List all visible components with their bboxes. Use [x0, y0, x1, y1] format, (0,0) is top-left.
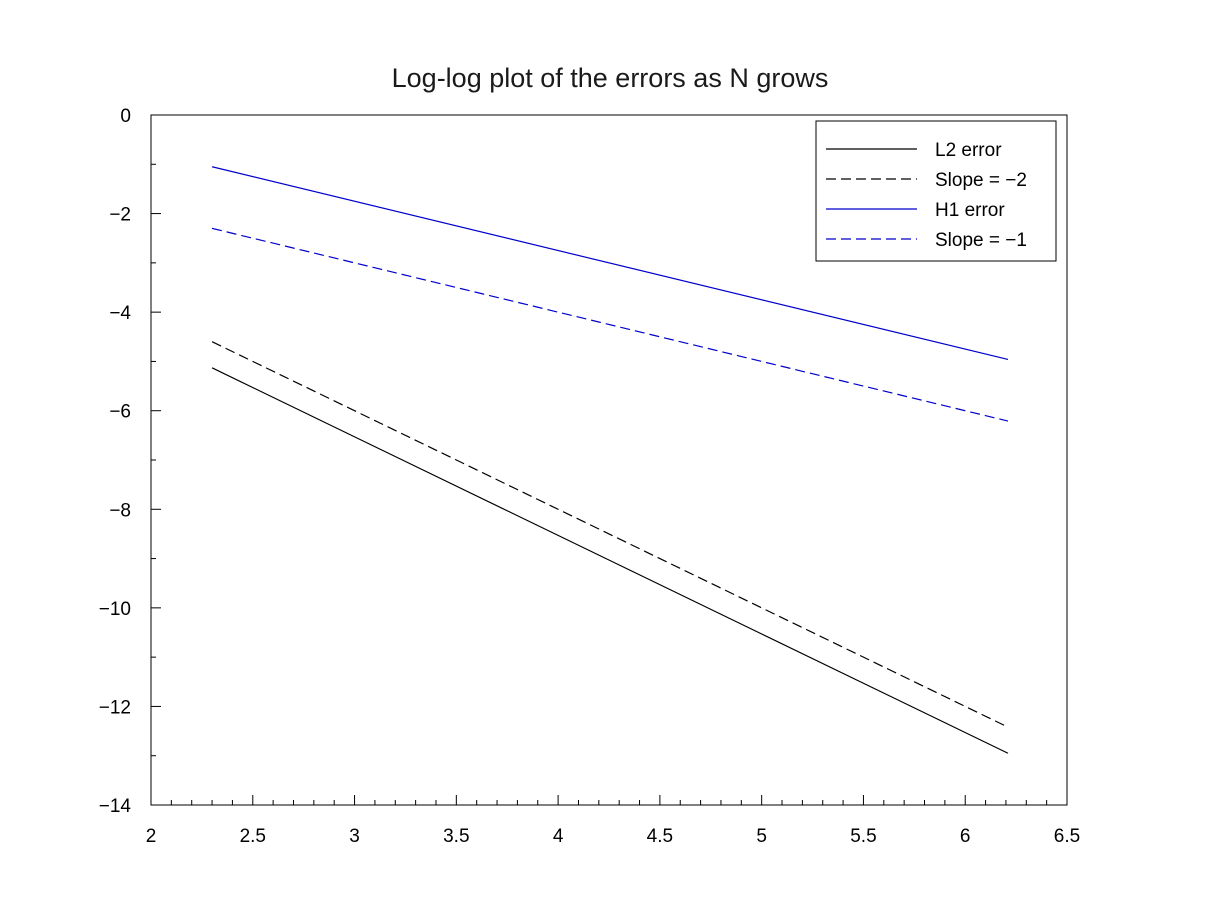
y-tick-label: −4 [109, 303, 131, 324]
chart-title: Log-log plot of the errors as N grows [392, 63, 829, 93]
legend: L2 error Slope = −2 H1 error Slope = −1 [815, 120, 1057, 262]
series-line-3 [211, 227, 1009, 422]
y-tick-label: 0 [120, 106, 131, 127]
x-tick-label: 2 [146, 826, 157, 847]
x-tick-label: 2.5 [240, 826, 266, 847]
x-tick-label: 6.5 [1054, 826, 1080, 847]
y-tick-label: −12 [99, 697, 131, 718]
axis-ticks: 2 2.5 3 3.5 4 4.5 5 5.5 6 6.5 0 −2 −4 −6 −8 −10 −12 −14 [99, 106, 1080, 847]
series-line-2 [211, 166, 1009, 361]
x-tick-label: 4 [553, 826, 564, 847]
x-tick-label: 3.5 [443, 826, 469, 847]
y-tick-label: −8 [109, 500, 131, 521]
series-line-0 [211, 367, 1009, 754]
y-tick-label: −10 [99, 599, 131, 620]
series-lines [211, 166, 1009, 754]
legend-box [815, 120, 1057, 262]
legend-label: Slope = −2 [935, 170, 1027, 191]
x-tick-label: 6 [960, 826, 971, 847]
x-tick-label: 5.5 [850, 826, 876, 847]
legend-label: H1 error [935, 200, 1005, 221]
x-tick-label: 5 [756, 826, 767, 847]
y-tick-label: −2 [109, 205, 131, 226]
x-tick-label: 4.5 [647, 826, 673, 847]
legend-label: Slope = −1 [935, 230, 1027, 251]
x-tick-label: 3 [349, 826, 360, 847]
y-tick-label: −6 [109, 402, 131, 423]
y-tick-label: −14 [99, 796, 132, 817]
legend-label: L2 error [935, 140, 1002, 161]
series-line-1 [211, 341, 1009, 728]
